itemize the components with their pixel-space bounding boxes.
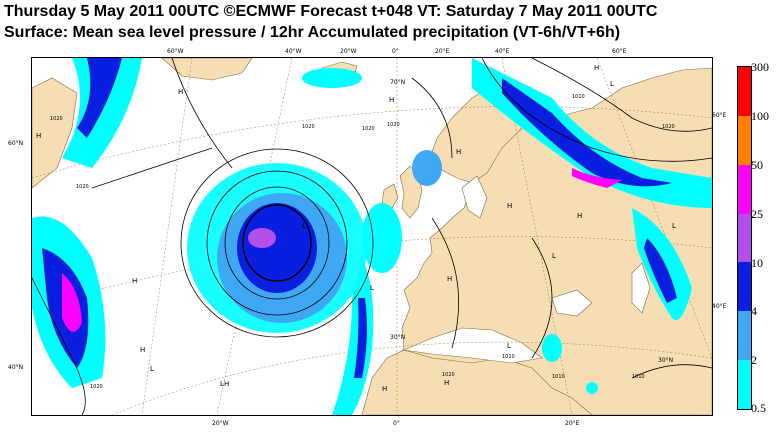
pressure-label: 1020 [442,372,455,378]
high-marker: H [507,202,512,210]
colorbar-label: 4 [751,304,757,318]
precip-band-northwest-blue [77,58,122,138]
colorbar-segment [738,67,751,116]
low-marker: L [507,342,511,350]
colorbar-segment [738,115,751,165]
forecast-map[interactable]: 1020 1020 1020 1020 1010 1020 1010 1020 … [31,57,713,416]
precip-band-northwest [62,58,142,168]
precip-blue-atlantic-low [237,203,317,293]
map-canvas: 1020 1020 1020 1020 1010 1020 1010 1020 … [32,58,712,415]
precip-colorbar [737,66,752,410]
colorbar-segment [738,311,751,361]
high-marker: H [36,132,41,140]
high-marker: H [594,64,599,72]
colorbar-label: 300 [751,60,769,74]
caspian-sea [631,262,651,314]
high-marker: H [224,380,229,388]
lat-label: 60°E [712,112,727,119]
precip-front-south [332,258,374,415]
lon-label: 20°E [565,420,580,427]
high-marker: H [447,275,452,283]
low-marker: L [610,80,614,88]
pressure-centres: H H H H H H H H H H H H H L L L L L L L … [36,64,676,393]
low-marker: L [370,284,374,292]
pressure-label: 1010 [552,374,565,380]
low-marker: L [552,252,556,260]
pressure-label: 1020 [387,122,400,128]
precip-band-northeast-magenta [572,168,622,188]
pressure-label: 1020 [662,124,675,130]
colorbar-segment [738,262,751,312]
pressure-values: 1020 1020 1020 1020 1010 1020 1010 1020 … [50,94,675,390]
colorbar-label: 25 [751,207,763,221]
precip-band-northeast-blue [502,78,672,187]
pressure-label: 1020 [76,184,89,190]
pressure-label: 1020 [50,116,63,122]
precipitation-shading [32,58,712,415]
africa-landmass [361,349,593,415]
low-marker: L [220,380,224,388]
black-sea [551,289,593,317]
lat-label: 30°N [658,357,674,364]
precip-band-northeast [472,58,712,208]
colorbar-segment [738,213,751,263]
lon-label: 40°W [285,48,302,55]
pressure-label: 1010 [632,374,645,380]
lon-label: 0° [392,48,399,55]
isobars [32,58,712,415]
precip-cell-2 [412,150,442,186]
colorbar-label: 50 [751,158,763,172]
graticule [32,58,712,415]
inland-seas [402,175,651,364]
lon-label: 60°W [167,48,184,55]
low-marker: L [672,222,676,230]
lat-label: 60°N [8,140,24,147]
precip-cell-3 [302,68,362,88]
high-marker: H [382,385,387,393]
ireland-landmass [381,183,399,209]
lon-label: 20°W [212,420,229,427]
high-marker: H [132,277,137,285]
lon-label: 20°W [340,48,357,55]
pressure-label: 1020 [302,124,315,130]
lat-label: 70°N [390,79,406,86]
precip-band-east-blue [644,238,677,303]
high-marker: H [140,346,145,354]
high-marker: H [389,96,394,104]
precip-purple-atlantic-low [248,228,276,248]
lat-label: 30°N [390,334,406,341]
lat-label: 40°E [712,303,727,310]
colorbar-label: 10 [751,256,763,270]
high-marker: H [456,148,461,156]
greenland-landmass [161,58,253,81]
pressure-label: 1020 [90,384,103,390]
high-marker: H [444,379,449,387]
colorbar-label: 100 [751,109,769,123]
low-marker: L [302,222,306,230]
lon-label: 0° [393,420,400,427]
low-marker: L [150,365,154,373]
colorbar-segment [738,164,751,214]
precip-cell-5 [586,382,598,394]
north-america-landmass [32,77,78,189]
high-marker: H [178,88,183,96]
pressure-label: 1020 [362,126,375,132]
high-marker: H [577,212,582,220]
baltic-sea [461,175,488,219]
lon-label: 40°E [495,48,510,55]
lat-label: 40°N [8,364,24,371]
lon-label: 20°E [435,48,450,55]
forecast-title-line2: Surface: Mean sea level pressure / 12hr … [4,24,621,41]
pressure-label: 1010 [572,94,585,100]
precip-band-west-magenta [62,273,82,332]
colorbar-label: 0.5 [751,401,766,415]
precip-front-south-blue [354,298,367,378]
colorbar-segment [738,360,751,409]
mediterranean-sea [402,327,543,364]
forecast-title-line1: Thursday 5 May 2011 00UTC ©ECMWF Forecas… [4,3,658,20]
colorbar-label: 2 [751,353,757,367]
precip-cell-4 [542,334,562,362]
pressure-label: 1010 [502,354,515,360]
lon-label: 60°E [612,48,627,55]
